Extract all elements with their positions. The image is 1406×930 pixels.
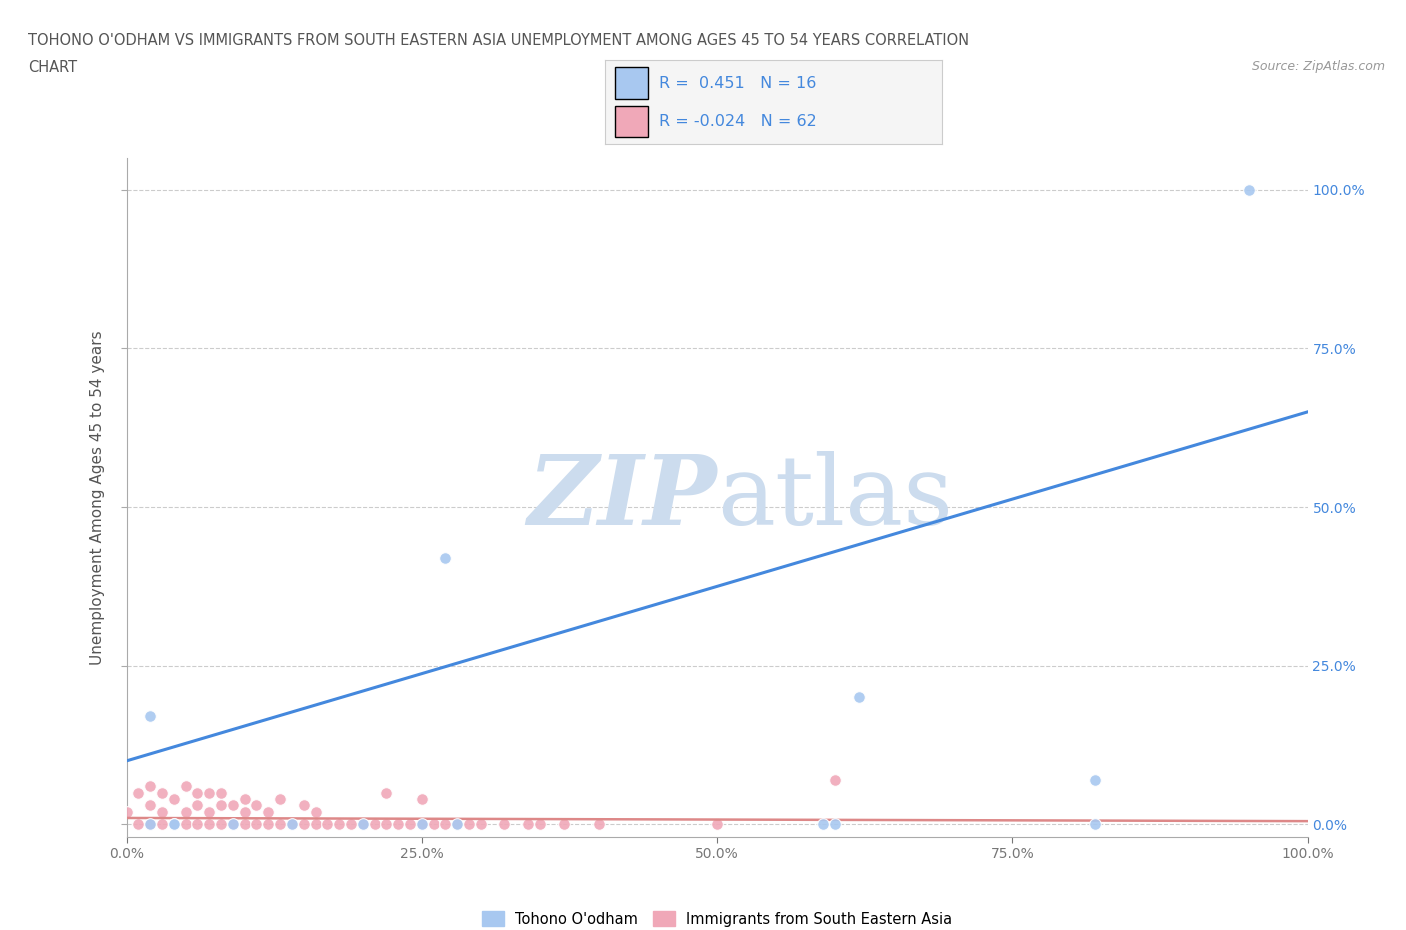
Point <box>222 817 245 831</box>
Point <box>316 817 339 831</box>
Point <box>304 817 326 831</box>
Point <box>150 817 173 831</box>
Point <box>163 817 186 831</box>
Point <box>139 817 162 831</box>
Point <box>139 798 162 813</box>
Text: CHART: CHART <box>28 60 77 75</box>
Point <box>209 798 232 813</box>
Point <box>198 804 221 819</box>
Point <box>824 773 846 788</box>
Point <box>281 817 304 831</box>
Point <box>269 817 291 831</box>
Text: TOHONO O'ODHAM VS IMMIGRANTS FROM SOUTH EASTERN ASIA UNEMPLOYMENT AMONG AGES 45 : TOHONO O'ODHAM VS IMMIGRANTS FROM SOUTH … <box>28 33 969 47</box>
Point <box>257 817 280 831</box>
Point <box>422 817 444 831</box>
Legend: Tohono O'odham, Immigrants from South Eastern Asia: Tohono O'odham, Immigrants from South Ea… <box>475 906 959 930</box>
Point <box>375 817 398 831</box>
Point <box>387 817 409 831</box>
Point <box>139 817 162 831</box>
Text: R =  0.451   N = 16: R = 0.451 N = 16 <box>658 75 815 90</box>
Point <box>588 817 610 831</box>
Point <box>434 817 457 831</box>
Text: atlas: atlas <box>717 450 953 545</box>
Point <box>174 804 197 819</box>
Point <box>281 817 304 831</box>
Point <box>174 778 197 793</box>
Point <box>706 817 728 831</box>
Point <box>848 690 870 705</box>
Point <box>411 817 433 831</box>
Point <box>292 817 315 831</box>
Point <box>352 817 374 831</box>
Point <box>813 817 835 831</box>
Point <box>163 817 186 831</box>
Point <box>363 817 385 831</box>
Point <box>233 791 256 806</box>
Text: ZIP: ZIP <box>527 450 717 545</box>
FancyBboxPatch shape <box>614 106 648 138</box>
Point <box>553 817 575 831</box>
Point <box>1084 817 1107 831</box>
Point <box>328 817 350 831</box>
Point <box>304 804 326 819</box>
Point <box>115 804 138 819</box>
Point <box>209 785 232 800</box>
Point <box>824 817 846 831</box>
Point <box>233 817 256 831</box>
Point <box>209 817 232 831</box>
Point <box>529 817 551 831</box>
Text: Source: ZipAtlas.com: Source: ZipAtlas.com <box>1251 60 1385 73</box>
Point <box>127 817 149 831</box>
Text: R = -0.024   N = 62: R = -0.024 N = 62 <box>658 114 817 129</box>
Point <box>458 817 481 831</box>
Point <box>245 817 267 831</box>
Point <box>411 817 433 831</box>
Point <box>292 798 315 813</box>
Point <box>127 785 149 800</box>
FancyBboxPatch shape <box>614 67 648 99</box>
Point <box>139 709 162 724</box>
Point <box>150 804 173 819</box>
Point <box>399 817 422 831</box>
Point <box>186 817 208 831</box>
Point <box>494 817 516 831</box>
Point <box>222 798 245 813</box>
Point <box>174 817 197 831</box>
Point <box>198 785 221 800</box>
Point <box>186 798 208 813</box>
Point <box>150 785 173 800</box>
Point <box>352 817 374 831</box>
Point <box>163 791 186 806</box>
Point <box>446 817 468 831</box>
Point <box>198 817 221 831</box>
Point <box>340 817 363 831</box>
Point <box>186 785 208 800</box>
Point <box>139 778 162 793</box>
Point <box>434 551 457 565</box>
Point <box>257 804 280 819</box>
Point <box>375 785 398 800</box>
Point <box>1084 773 1107 788</box>
Point <box>245 798 267 813</box>
Point <box>411 791 433 806</box>
Point <box>470 817 492 831</box>
Point <box>517 817 540 831</box>
Point <box>1237 182 1260 197</box>
Point <box>233 804 256 819</box>
Point <box>222 817 245 831</box>
Point <box>269 791 291 806</box>
Point <box>446 817 468 831</box>
Point <box>163 817 186 831</box>
Y-axis label: Unemployment Among Ages 45 to 54 years: Unemployment Among Ages 45 to 54 years <box>90 330 105 665</box>
